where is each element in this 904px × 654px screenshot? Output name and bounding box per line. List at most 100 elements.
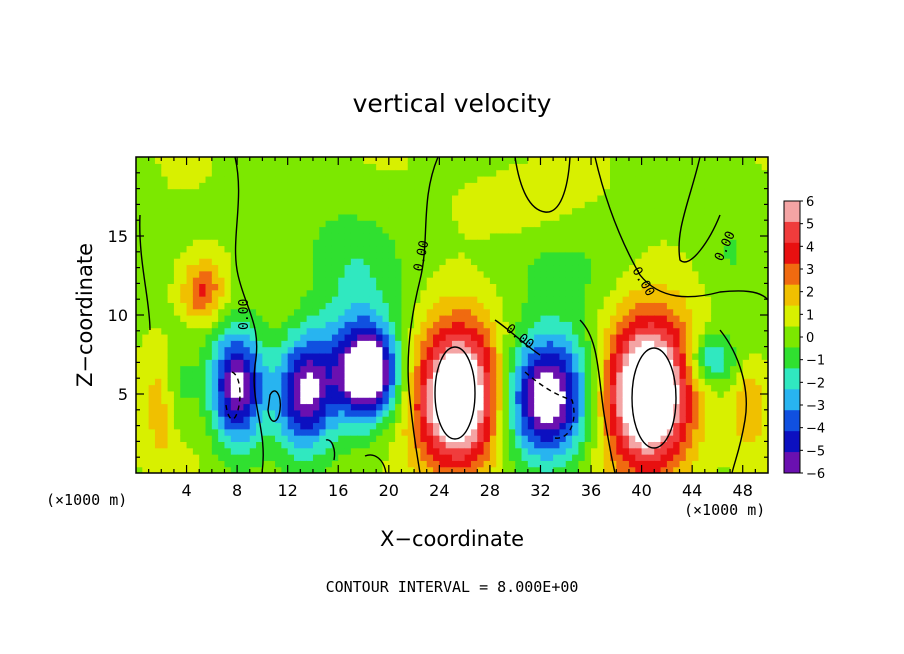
field-cell bbox=[249, 289, 257, 297]
field-cell bbox=[755, 283, 763, 291]
field-cell bbox=[616, 245, 624, 253]
field-cell bbox=[452, 194, 459, 202]
field-cell bbox=[521, 428, 529, 436]
field-cell bbox=[470, 207, 478, 215]
field-cell bbox=[679, 435, 687, 442]
field-cell bbox=[559, 277, 567, 284]
field-cell bbox=[262, 277, 270, 284]
field-cell bbox=[445, 226, 453, 234]
field-cell bbox=[173, 371, 181, 379]
field-cell bbox=[736, 213, 744, 221]
field-cell bbox=[433, 428, 440, 436]
field-cell bbox=[395, 201, 403, 209]
field-cell bbox=[205, 403, 213, 411]
field-cell bbox=[591, 226, 598, 234]
field-cell bbox=[167, 163, 175, 171]
field-cell bbox=[496, 201, 504, 209]
field-cell bbox=[312, 296, 320, 303]
field-cell bbox=[477, 333, 485, 341]
field-cell bbox=[300, 416, 308, 424]
field-cell bbox=[161, 302, 169, 310]
field-cell bbox=[192, 352, 200, 360]
field-cell bbox=[591, 428, 598, 436]
field-cell bbox=[186, 315, 194, 322]
field-cell bbox=[268, 466, 276, 473]
field-cell bbox=[591, 163, 598, 171]
field-cell bbox=[161, 315, 169, 322]
field-cell bbox=[357, 327, 365, 335]
field-cell bbox=[521, 182, 529, 190]
field-cell bbox=[205, 327, 213, 335]
field-cell bbox=[673, 428, 681, 436]
field-cell bbox=[407, 365, 415, 373]
field-cell bbox=[660, 232, 668, 240]
field-cell bbox=[685, 283, 693, 291]
field-cell bbox=[401, 403, 409, 411]
field-cell bbox=[616, 409, 624, 417]
field-cell bbox=[161, 359, 169, 367]
field-cell bbox=[761, 447, 768, 455]
field-cell bbox=[256, 270, 263, 278]
field-cell bbox=[319, 302, 327, 310]
field-cell bbox=[546, 258, 554, 266]
field-cell bbox=[382, 435, 390, 442]
field-cell bbox=[224, 308, 232, 316]
field-cell bbox=[578, 422, 586, 430]
field-cell bbox=[736, 333, 744, 341]
field-cell bbox=[338, 384, 346, 392]
field-cell bbox=[673, 460, 681, 468]
field-cell bbox=[452, 371, 459, 379]
field-cell bbox=[262, 283, 270, 291]
field-cell bbox=[572, 454, 579, 461]
field-cell bbox=[464, 384, 472, 392]
field-cell bbox=[711, 169, 719, 177]
field-cell bbox=[420, 283, 428, 291]
field-cell bbox=[736, 390, 744, 398]
field-cell bbox=[142, 182, 150, 190]
field-cell bbox=[736, 435, 744, 442]
field-cell bbox=[591, 289, 598, 297]
field-cell bbox=[243, 296, 251, 303]
field-cell bbox=[572, 371, 579, 379]
field-cell bbox=[224, 422, 232, 430]
field-cell bbox=[262, 302, 270, 310]
field-cell bbox=[717, 346, 725, 354]
field-cell bbox=[666, 270, 674, 278]
field-cell bbox=[603, 333, 611, 341]
field-cell bbox=[142, 327, 150, 335]
field-cell bbox=[237, 251, 245, 259]
field-cell bbox=[249, 340, 257, 348]
field-cell bbox=[363, 365, 371, 373]
field-cell bbox=[553, 466, 561, 473]
field-cell bbox=[540, 220, 548, 228]
field-cell bbox=[287, 397, 295, 405]
field-cell bbox=[622, 175, 630, 183]
field-cell bbox=[319, 333, 327, 341]
field-cell bbox=[477, 340, 485, 348]
field-cell bbox=[464, 428, 472, 436]
field-cell bbox=[294, 333, 301, 341]
field-cell bbox=[508, 308, 516, 316]
field-cell bbox=[426, 409, 434, 417]
field-cell bbox=[294, 460, 301, 468]
field-cell bbox=[452, 182, 459, 190]
field-cell bbox=[515, 226, 523, 234]
field-cell bbox=[540, 207, 548, 215]
field-cell bbox=[199, 232, 207, 240]
field-cell bbox=[376, 169, 384, 177]
field-cell bbox=[407, 213, 415, 221]
field-cell bbox=[401, 264, 409, 272]
field-cell bbox=[654, 340, 662, 348]
field-cell bbox=[736, 169, 744, 177]
field-cell bbox=[331, 447, 339, 455]
field-cell bbox=[433, 245, 440, 253]
field-cell bbox=[199, 340, 207, 348]
field-cell bbox=[717, 207, 725, 215]
field-cell bbox=[502, 428, 510, 436]
field-cell bbox=[350, 188, 358, 196]
field-cell bbox=[142, 428, 150, 436]
field-cell bbox=[376, 157, 384, 164]
field-cell bbox=[534, 264, 542, 272]
field-cell bbox=[180, 302, 188, 310]
field-cell bbox=[553, 308, 561, 316]
